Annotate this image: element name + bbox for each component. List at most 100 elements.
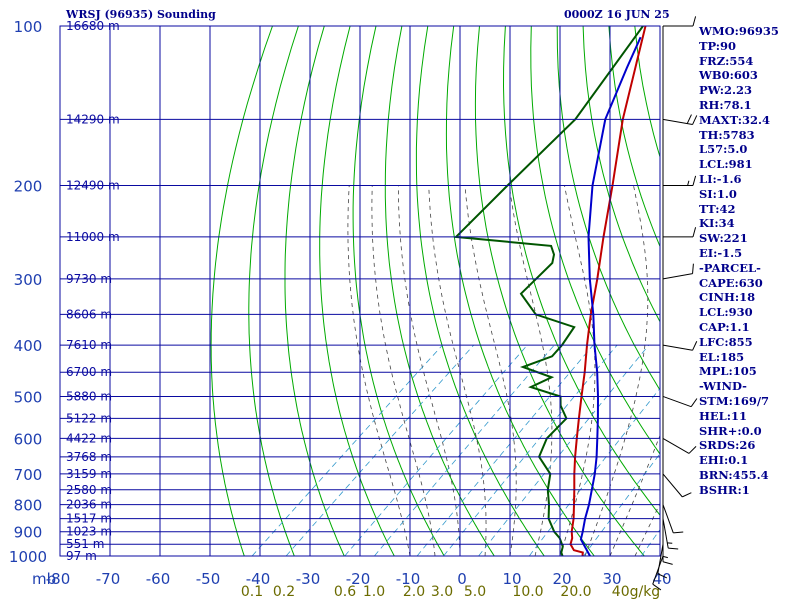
mixing-ratio-line: [285, 344, 474, 556]
wind-barb: [652, 555, 664, 591]
dry-adiabat: [384, 26, 495, 556]
height-label: 2036 m: [66, 498, 112, 512]
index-item: SHR+:0.0: [699, 423, 762, 438]
index-item: EHI:0.1: [699, 453, 749, 468]
mixing-ratio-label: 0.6: [334, 584, 356, 600]
moist-adiabat: [609, 434, 660, 556]
height-label: 14290 m: [66, 112, 120, 126]
index-item: STM:169/7: [699, 393, 770, 408]
temperature-tick-label: -10: [396, 570, 421, 588]
temperature-tick-label: -80: [46, 570, 71, 588]
index-item: EI:-1.5: [699, 245, 743, 260]
y-axis-label: mb: [32, 570, 56, 588]
height-label: 8606 m: [66, 307, 112, 321]
height-label: 551 m: [66, 537, 104, 551]
temperature-tick-label: -70: [96, 570, 121, 588]
height-label: 9730 m: [66, 272, 112, 286]
height-label: 3159 m: [66, 467, 112, 481]
observation-time: 0000Z 16 JUN 25: [564, 8, 670, 21]
mixing-ratio-line: [416, 344, 594, 556]
index-item: MAXT:32.4: [699, 112, 770, 127]
wind-barb: [662, 395, 698, 408]
moist-adiabat: [371, 185, 436, 556]
pressure-tick-label: 200: [14, 178, 43, 196]
index-item: CAPE:630: [699, 275, 763, 290]
index-item: PW:2.23: [699, 83, 753, 98]
wind-barb: [663, 16, 697, 27]
index-item: TT:42: [699, 201, 736, 216]
index-item: -WIND-: [699, 379, 747, 394]
wind-barb: [662, 473, 692, 498]
height-label: 7610 m: [66, 338, 112, 352]
index-item: LI:-1.6: [699, 171, 742, 186]
mixing-ratio-line: [374, 344, 555, 556]
index-item: BSHR:1: [699, 482, 750, 497]
index-item: SI:1.0: [699, 186, 737, 201]
dry-adiabat: [210, 26, 273, 556]
mixing-ratio-label: 40g/kg: [612, 584, 660, 600]
moist-adiabat: [584, 185, 649, 556]
height-label: 2580 m: [66, 483, 112, 497]
height-label: 1517 m: [66, 512, 112, 526]
height-label: 97 m: [66, 549, 97, 563]
index-item: KI:34: [699, 216, 735, 231]
index-item: MPL:105: [699, 364, 757, 379]
wind-barb: [662, 341, 698, 351]
moist-adiabat: [428, 185, 487, 556]
pressure-tick-label: 100: [14, 18, 43, 36]
index-item: CINH:18: [699, 290, 756, 305]
temperature-tick-label: 40: [652, 570, 671, 588]
wind-barb: [662, 437, 697, 454]
moist-adiabat: [464, 185, 517, 556]
index-item: LFC:855: [699, 334, 753, 349]
index-item: SW:221: [699, 231, 748, 246]
height-label: 5880 m: [66, 389, 112, 403]
pressure-tick-label: 1000: [9, 548, 47, 566]
height-label: 4422 m: [66, 431, 112, 445]
temperature-tick-label: -30: [296, 570, 321, 588]
temperature-tick-label: 0: [457, 570, 467, 588]
index-item: EL:185: [699, 349, 745, 364]
dry-adiabat: [284, 26, 345, 556]
index-item: CAP:1.1: [699, 319, 750, 334]
temperature-tick-label: -20: [346, 570, 371, 588]
temperature-tick-label: 30: [602, 570, 621, 588]
dry-adiabat: [445, 26, 595, 556]
height-label: 16680 m: [66, 19, 120, 33]
index-item: SRDS:26: [699, 438, 756, 453]
pressure-tick-label: 700: [14, 466, 43, 484]
index-item: LCL:981: [699, 157, 753, 172]
index-item: WMO:96935: [699, 24, 779, 38]
index-item: TP:90: [699, 38, 737, 53]
plot-frame: [59, 25, 661, 557]
index-item: -PARCEL-: [699, 260, 761, 275]
mixing-ratio-label: 5.0: [464, 584, 486, 600]
pressure-tick-label: 500: [14, 388, 43, 406]
height-label: 12490 m: [66, 179, 120, 193]
height-label: 6700 m: [66, 365, 112, 379]
wind-barb: [663, 227, 697, 238]
height-label: 5122 m: [66, 411, 112, 425]
index-item: L57:5.0: [699, 142, 748, 157]
mixing-ratio-label: 0.2: [273, 584, 295, 600]
pressure-tick-label: 900: [14, 524, 43, 542]
temperature-tick-label: -50: [196, 570, 221, 588]
dry-adiabat: [248, 26, 299, 556]
mixing-ratio-label: 2.0: [403, 584, 425, 600]
index-item: FRZ:554: [699, 53, 754, 68]
mixing-ratio-label: 0.1: [241, 584, 263, 600]
pressure-tick-label: 600: [14, 430, 43, 448]
height-label: 3768 m: [66, 450, 112, 464]
station-title: WRSJ (96935) Sounding: [66, 8, 216, 21]
moist-adiabat: [508, 185, 553, 556]
pressure-tick-label: 800: [14, 497, 43, 515]
index-item: LCL:930: [699, 305, 753, 320]
mixing-ratio-label: 10.0: [512, 584, 543, 600]
pressure-tick-label: 300: [14, 271, 43, 289]
wind-barb: [662, 504, 684, 534]
dry-adiabat: [352, 26, 445, 556]
moist-adiabat: [398, 185, 461, 556]
index-item: BRN:455.4: [699, 467, 769, 482]
temperature-tick-label: -60: [146, 570, 171, 588]
